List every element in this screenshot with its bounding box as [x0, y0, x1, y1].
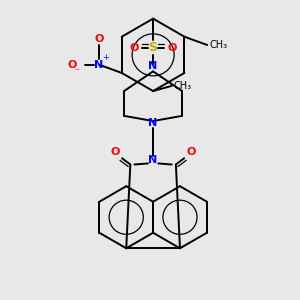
Text: N: N [148, 118, 158, 128]
Text: S: S [148, 41, 158, 54]
Text: O: O [68, 60, 77, 70]
Text: +: + [102, 53, 109, 62]
Text: ⁻: ⁻ [75, 67, 80, 77]
Text: O: O [130, 43, 139, 52]
Text: O: O [94, 34, 104, 44]
Text: N: N [148, 61, 158, 71]
Text: O: O [167, 43, 176, 52]
Text: O: O [187, 147, 196, 157]
Text: CH₃: CH₃ [209, 40, 227, 50]
Text: O: O [110, 147, 119, 157]
Text: CH₃: CH₃ [174, 81, 192, 91]
Text: N: N [148, 155, 158, 165]
Text: N: N [94, 60, 103, 70]
